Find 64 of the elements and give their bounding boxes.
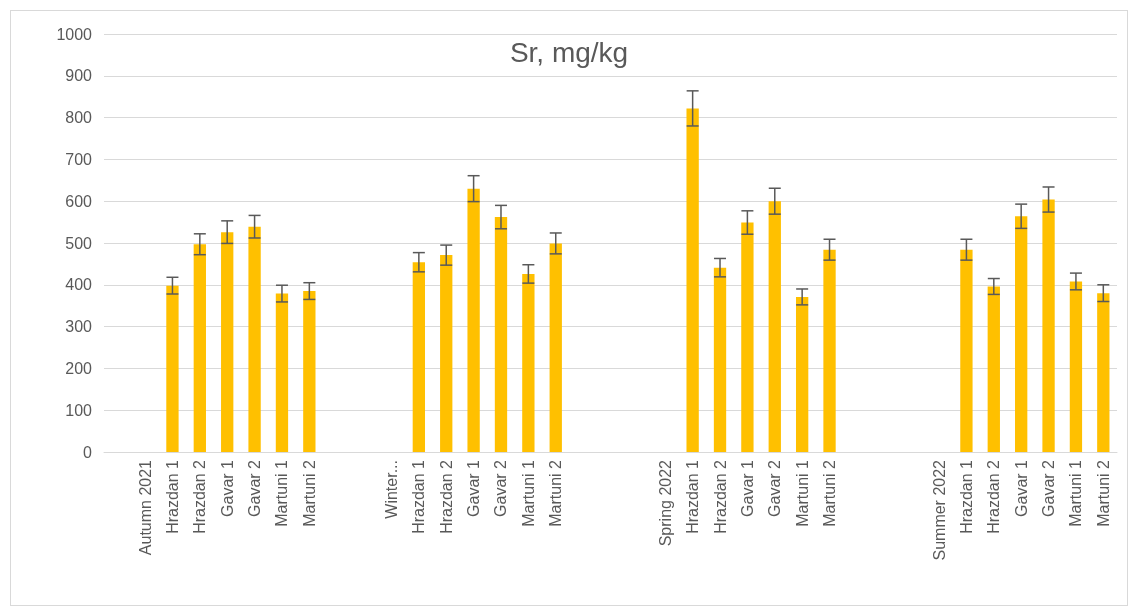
- x-tick-label: Winter...: [382, 460, 400, 519]
- bar: [221, 232, 234, 452]
- bar: [1069, 281, 1083, 452]
- x-tick-label: Gavar 1: [1012, 459, 1030, 517]
- bar: [686, 108, 699, 452]
- bar: [741, 222, 754, 452]
- x-tick-label: Hrazdan 2: [437, 459, 455, 534]
- y-tick-label: 100: [65, 401, 93, 419]
- bar: [412, 262, 426, 452]
- x-tick-label: Hrazdan 1: [957, 459, 975, 534]
- y-tick-label: 600: [65, 192, 93, 210]
- x-tick-label: Gavar 2: [246, 459, 264, 517]
- x-tick-label: Martuni 2: [300, 459, 318, 527]
- bar: [1042, 199, 1055, 452]
- x-tick-label: Gavar 1: [218, 459, 236, 517]
- bar: [823, 249, 836, 452]
- x-tick-label: Autumn 2021: [136, 459, 154, 556]
- x-tick-label: Hrazdan 2: [711, 459, 729, 534]
- x-tick-label: Hrazdan 1: [410, 459, 428, 534]
- bar: [248, 226, 261, 452]
- bar: [440, 255, 453, 452]
- x-tick-label: Hrazdan 2: [191, 459, 209, 534]
- x-tick-label: Martuni 1: [519, 459, 537, 527]
- bar: [1097, 293, 1110, 452]
- bar: [467, 188, 480, 452]
- bar: [166, 285, 179, 452]
- bar: [987, 286, 1000, 452]
- bar: [1015, 216, 1028, 452]
- x-tick-label: Martuni 1: [793, 459, 811, 527]
- x-tick-label: Spring 2022: [656, 459, 674, 547]
- x-tick-label: Gavar 2: [492, 459, 510, 517]
- bar: [193, 244, 206, 452]
- y-tick-label: 300: [65, 318, 93, 336]
- x-tick-label: Hrazdan 1: [684, 459, 702, 534]
- y-tick-label: 200: [65, 359, 93, 377]
- x-tick-label: Gavar 2: [766, 459, 784, 517]
- bar: [713, 267, 727, 452]
- x-tick-label: Hrazdan 1: [163, 459, 181, 534]
- bar: [494, 217, 508, 452]
- bar: [522, 273, 535, 452]
- x-tick-label: Gavar 1: [465, 459, 483, 517]
- chart-title: Sr, mg/kg: [509, 36, 629, 68]
- y-tick-label: 400: [65, 276, 93, 294]
- y-tick-label: 1000: [56, 25, 93, 43]
- x-tick-label: Martuni 2: [547, 459, 565, 527]
- x-tick-label: Martuni 2: [1094, 459, 1112, 527]
- y-tick-label: 500: [65, 234, 93, 252]
- bar: [275, 293, 289, 452]
- x-tick-label: Gavar 2: [1040, 459, 1058, 517]
- bar: [795, 296, 809, 452]
- bar: [549, 243, 562, 452]
- x-tick-label: Martuni 1: [273, 459, 291, 527]
- bar: [303, 291, 316, 452]
- x-tick-label: Hrazdan 2: [985, 459, 1003, 534]
- x-tick-label: Summer 2022: [930, 459, 948, 561]
- bar: [960, 249, 973, 452]
- y-tick-label: 900: [65, 67, 93, 85]
- bar: [768, 201, 781, 452]
- y-tick-label: 800: [65, 109, 93, 127]
- x-tick-label: Martuni 1: [1067, 459, 1085, 527]
- x-tick-label: Martuni 2: [821, 459, 839, 527]
- x-tick-label: Gavar 1: [738, 459, 756, 517]
- y-tick-label: 700: [65, 150, 93, 168]
- y-tick-label: 0: [83, 443, 93, 461]
